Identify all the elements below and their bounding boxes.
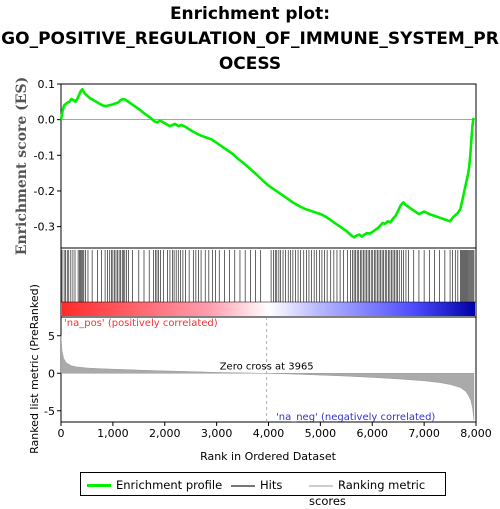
- legend-enrichment: Enrichment profile: [87, 477, 222, 493]
- es-y-tick-label: 0.1: [38, 78, 56, 91]
- legend-enrichment-swatch: [87, 484, 111, 487]
- neg-corr-label: 'na_neg' (negatively correlated): [276, 412, 435, 423]
- rank-y-tick-label: -5: [44, 405, 55, 418]
- x-axis-label: Rank in Ordered Dataset: [200, 450, 337, 463]
- x-tick-label: 7,000: [408, 427, 440, 440]
- legend-ranking-label: Ranking metric scores: [309, 478, 426, 508]
- x-axis-ticks: 0 1,000 2,000 3,000 4,000 5,000 6,000 7,000 8,00…: [58, 422, 492, 440]
- enrichment-profile: [59, 88, 475, 239]
- title-line-1: Enrichment plot:: [169, 4, 331, 24]
- legend-enrichment-label: Enrichment profile: [116, 478, 223, 492]
- title-line-2: GO_POSITIVE_REGULATION_OF_IMMUNE_SYSTEM_…: [1, 29, 499, 49]
- rank-y-ticks: 5 0 -5: [44, 330, 61, 418]
- title-line-3: OCESS: [218, 54, 282, 74]
- legend-hits: Hits: [231, 477, 282, 493]
- rank-color-bar: [62, 302, 475, 316]
- x-tick-label: 0: [58, 427, 65, 440]
- es-y-tick-label: -0.1: [34, 149, 55, 162]
- rank-y-tick-label: 0: [48, 367, 55, 380]
- es-panel-frame: [60, 83, 477, 249]
- ranking-metric-scores: [60, 335, 475, 420]
- es-y-ticks: 0.1 0.0 -0.1 -0.2 -0.3: [34, 78, 61, 234]
- es-y-tick-label: 0.0: [38, 114, 56, 127]
- x-tick-label: 2,000: [149, 427, 181, 440]
- enrichment-profile-line: [59, 88, 475, 239]
- x-tick-label: 3,000: [201, 427, 233, 440]
- legend-hits-swatch: [231, 484, 255, 487]
- es-y-axis-label: Enrichment score (ES): [14, 77, 30, 255]
- chart-title: Enrichment plot: GO_POSITIVE_REGULATION_…: [0, 2, 500, 77]
- legend-ranking-swatch: [309, 484, 333, 487]
- legend-ranking: Ranking metric scores: [309, 477, 445, 508]
- x-tick-label: 5,000: [305, 427, 337, 440]
- x-tick-label: 1,000: [97, 427, 129, 440]
- pos-corr-label: 'na_pos' (positively correlated): [64, 318, 218, 329]
- legend: Enrichment profile Hits Ranking metric s…: [80, 472, 446, 508]
- legend-hits-label: Hits: [260, 478, 283, 492]
- es-y-tick-label: -0.2: [34, 185, 55, 198]
- x-tick-label: 4,000: [253, 427, 285, 440]
- es-y-tick-label: -0.3: [34, 221, 55, 234]
- ranking-metric-area: [60, 335, 475, 420]
- x-tick-label: 6,000: [357, 427, 389, 440]
- hits-marks: [61, 250, 475, 302]
- rank-y-tick-label: 5: [48, 330, 55, 343]
- zero-cross-label: Zero cross at 3965: [220, 361, 314, 372]
- rank-y-axis-label: Ranked list metric (PreRanked): [28, 284, 41, 454]
- x-tick-label: 8,000: [460, 427, 492, 440]
